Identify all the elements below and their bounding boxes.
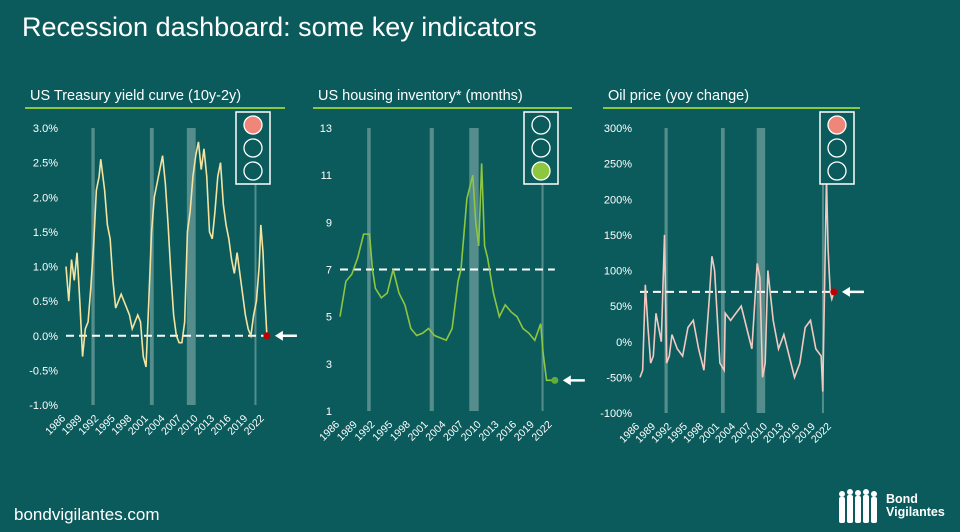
traffic-light-lamp <box>827 138 847 158</box>
recession-band <box>186 128 196 405</box>
page-title: Recession dashboard: some key indicators <box>22 12 537 42</box>
y-tick-label: 2.0% <box>33 192 58 204</box>
recession-band <box>821 128 824 413</box>
logo-line1: Bond <box>886 492 918 506</box>
chart-title: Oil price (yoy change) <box>608 88 750 104</box>
y-tick-label: 3 <box>326 359 332 371</box>
y-tick-label: 0.5% <box>33 296 58 308</box>
y-tick-label: 13 <box>320 123 332 135</box>
y-tick-label: 2.5% <box>33 158 58 170</box>
y-tick-label: 1 <box>326 406 332 418</box>
y-tick-label: -50% <box>606 372 632 384</box>
title-underline <box>313 107 572 109</box>
recession-band <box>91 128 95 405</box>
series-line <box>639 177 835 392</box>
arrow-head-icon <box>562 375 571 386</box>
people-logo-icon <box>839 489 877 523</box>
y-tick-label: 0% <box>616 337 632 349</box>
y-tick-label: 150% <box>604 230 632 242</box>
y-tick-label: 3.0% <box>33 123 58 135</box>
traffic-light-lamp <box>243 115 263 135</box>
y-tick-label: -0.5% <box>29 365 58 377</box>
chart-title: US Treasury yield curve (10y-2y) <box>30 88 242 104</box>
logo-line2: Vigilantes <box>886 505 945 519</box>
current-value-dot <box>263 332 271 340</box>
y-tick-label: -1.0% <box>29 400 58 412</box>
footer-url[interactable]: bondvigilantes.com <box>14 505 160 524</box>
y-tick-label: 1.5% <box>33 227 58 239</box>
recession-band <box>149 128 154 405</box>
y-tick-label: 7 <box>326 265 332 277</box>
recession-band <box>254 128 257 405</box>
recession-band <box>664 128 668 413</box>
current-value-dot <box>551 376 559 384</box>
arrow-head-icon <box>274 330 283 341</box>
y-tick-label: 250% <box>604 159 632 171</box>
series-line <box>339 163 553 382</box>
y-tick-label: 5 <box>326 312 332 324</box>
arrow-head-icon <box>841 286 850 297</box>
y-tick-label: 11 <box>321 170 332 182</box>
traffic-light <box>523 111 559 185</box>
traffic-light-lamp <box>243 161 263 181</box>
recession-band <box>720 128 725 413</box>
y-tick-label: 50% <box>610 301 632 313</box>
title-underline <box>603 107 860 109</box>
y-tick-label: 9 <box>326 217 332 229</box>
traffic-light-lamp <box>827 115 847 135</box>
y-tick-label: 200% <box>604 194 632 206</box>
y-tick-label: 100% <box>604 266 632 278</box>
y-tick-label: 1.0% <box>33 262 58 274</box>
recession-band <box>756 128 766 413</box>
y-tick-label: 300% <box>604 123 632 135</box>
traffic-light-lamp <box>531 115 551 135</box>
traffic-light-lamp <box>531 161 551 181</box>
current-value-dot <box>830 288 838 296</box>
series-line <box>65 141 268 368</box>
y-tick-label: 0.0% <box>33 331 58 343</box>
chart-title: US housing inventory* (months) <box>318 88 523 104</box>
y-tick-label: -100% <box>600 408 632 420</box>
traffic-light-lamp <box>531 138 551 158</box>
traffic-light-lamp <box>243 138 263 158</box>
bond-vigilantes-logo: Bond Vigilantes <box>836 488 945 524</box>
title-underline <box>25 107 285 109</box>
traffic-light-lamp <box>827 161 847 181</box>
